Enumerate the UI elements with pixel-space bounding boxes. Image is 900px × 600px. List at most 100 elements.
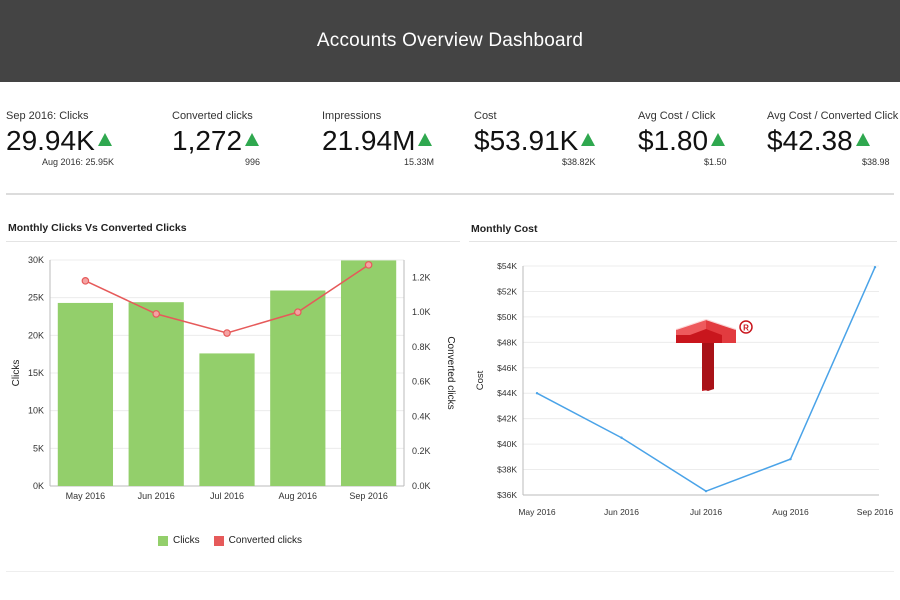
page-title: Accounts Overview Dashboard: [316, 30, 584, 51]
y-tick-label: 15K: [28, 368, 44, 378]
panel-title-clicks: Monthly Clicks Vs Converted Clicks: [8, 222, 187, 234]
y-tick-label: 30K: [28, 255, 44, 265]
y-axis-title: Cost: [475, 370, 486, 390]
cost-line-chart[interactable]: $36K $38K $40K $42K $44K $46K $48K $50K $52K $54K…: [469, 244, 900, 530]
panel-title-cost: Monthly Cost: [471, 223, 538, 235]
y-tick-label: $50K: [497, 312, 517, 322]
point-converted-clicks: [223, 329, 231, 337]
kpi-clicks[interactable]: Sep 2016: Clicks 29.94K: [6, 110, 112, 157]
kpi-value: $42.38: [767, 125, 898, 157]
point-cost: [789, 457, 792, 461]
y2-tick-label: 0.4K: [412, 411, 431, 421]
y-tick-label: $38K: [497, 465, 517, 475]
kpi-label: Avg Cost / Converted Click: [767, 110, 899, 122]
bar-clicks: [57, 302, 114, 486]
point-cost: [620, 436, 623, 439]
y-axis-title: Clicks: [11, 360, 22, 387]
kpi-value: $53.91K: [474, 125, 596, 157]
legend-swatch-converted: [213, 535, 224, 546]
y-tick-label: 25K: [28, 293, 44, 303]
x-tick-label: Sep 2016: [349, 491, 388, 501]
bar-clicks: [270, 290, 326, 486]
dashboard-header: Accounts Overview Dashboard: [0, 0, 900, 82]
x-tick-label: Aug 2016: [279, 491, 318, 501]
point-converted-clicks: [293, 308, 302, 316]
y-tick-label: $46K: [497, 363, 517, 373]
panel-rule: [6, 241, 460, 242]
kpi-label: Avg Cost / Click: [638, 110, 716, 122]
kpi-converted-clicks[interactable]: Converted clicks 1,272: [172, 110, 260, 157]
kpi-previous: $38.82K: [562, 157, 596, 167]
kpi-previous: Aug 2016: 25.95K: [42, 157, 115, 167]
bar-clicks: [199, 353, 255, 486]
y-tick-label: $42K: [497, 414, 517, 424]
kpi-value: $1.80: [638, 125, 726, 157]
x-tick-label: Jun 2016: [604, 507, 639, 517]
x-tick-label: Jul 2016: [690, 507, 722, 517]
kpi-label: Converted clicks: [172, 110, 253, 122]
footer-divider: [6, 571, 894, 572]
y2-axis-title: Converted clicks: [445, 336, 456, 409]
legend-swatch-clicks: [157, 535, 168, 546]
y-tick-label: $48K: [497, 337, 517, 347]
up-arrow-icon: [97, 133, 112, 146]
kpi-label: Cost: [474, 110, 497, 122]
y2-tick-label: 0.2K: [412, 446, 431, 456]
kpi-value: 1,272: [172, 125, 260, 157]
chart-legend: Clicks Converted clicks: [0, 535, 460, 546]
clicks-combo-chart[interactable]: 0K 5K 10K 15K 20K 25K 30K 0.0K 0.2K 0.4K 0.6K 0.8K 1…: [0, 244, 460, 530]
y2-tick-label: 0.8K: [412, 342, 431, 352]
y2-tick-label: 0.6K: [412, 377, 431, 387]
y2-tick-label: 0.0K: [412, 481, 431, 491]
legend-label: Clicks: [172, 535, 200, 546]
kpi-avg-cost-converted[interactable]: Avg Cost / Converted Click $42.38: [767, 110, 898, 157]
kpi-label: Sep 2016: Clicks: [6, 110, 89, 122]
point-converted-clicks: [81, 277, 90, 285]
section-divider: [6, 193, 894, 195]
y-tick-label: $54K: [497, 261, 517, 271]
kpi-impressions[interactable]: Impressions 21.94M: [322, 110, 433, 157]
kpi-label: Impressions: [322, 110, 382, 122]
y-tick-label: $52K: [497, 286, 517, 296]
bar-clicks: [128, 302, 184, 486]
point-converted-clicks: [152, 310, 161, 318]
y-tick-label: $44K: [497, 388, 517, 398]
y-tick-label: 0K: [33, 481, 44, 491]
point-cost: [535, 392, 539, 395]
point-cost: [704, 489, 708, 493]
up-arrow-icon: [418, 133, 433, 146]
legend-item-clicks[interactable]: Clicks: [157, 535, 200, 546]
kpi-previous: $38.98: [862, 157, 890, 167]
point-converted-clicks: [364, 261, 373, 269]
x-tick-label: Sep 2016: [857, 507, 894, 517]
x-tick-label: Aug 2016: [772, 507, 809, 517]
kpi-avg-cost-click[interactable]: Avg Cost / Click $1.80: [638, 110, 726, 157]
line-converted-clicks: [85, 264, 370, 334]
y2-tick-label: 1.2K: [412, 272, 431, 282]
kpi-value: 21.94M: [322, 125, 433, 157]
kpi-value: 29.94K: [6, 125, 112, 157]
up-arrow-icon: [245, 133, 260, 146]
y-tick-label: $40K: [497, 439, 517, 449]
x-tick-label: Jun 2016: [138, 491, 175, 501]
legend-label: Converted clicks: [228, 535, 303, 546]
bar-clicks: [340, 260, 397, 486]
up-arrow-icon: [581, 133, 596, 146]
y2-tick-label: 1.0K: [412, 307, 431, 317]
y-tick-label: 5K: [33, 443, 44, 453]
registered-mark: R: [743, 324, 749, 333]
y-tick-label: $36K: [497, 490, 517, 500]
x-tick-label: Jul 2016: [210, 491, 244, 501]
panel-rule: [469, 241, 897, 242]
point-cost: [873, 265, 877, 269]
kpi-previous: $1.50: [704, 157, 727, 167]
up-arrow-icon: [711, 133, 726, 146]
kpi-cost[interactable]: Cost $53.91K: [474, 110, 596, 157]
brand-logo-icon: R: [675, 317, 753, 391]
legend-item-converted[interactable]: Converted clicks: [213, 535, 303, 546]
y-tick-label: 20K: [28, 330, 44, 340]
x-tick-label: May 2016: [66, 491, 106, 501]
kpi-previous: 996: [245, 157, 261, 167]
y-tick-label: 10K: [28, 406, 44, 416]
kpi-row: Sep 2016: Clicks 29.94K Aug 2016: 25.95K…: [0, 82, 900, 194]
